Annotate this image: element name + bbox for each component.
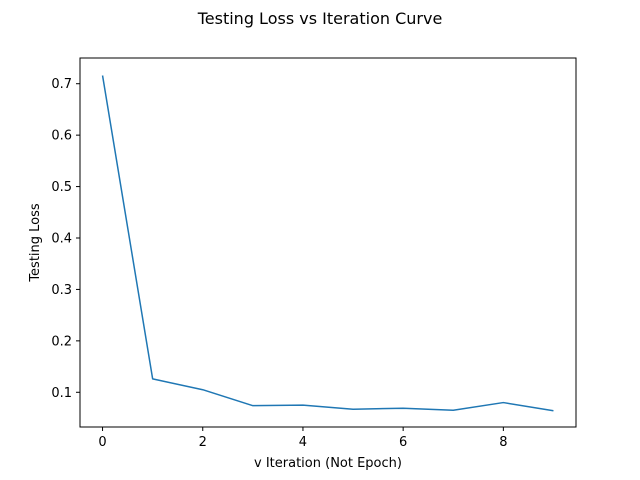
y-tick-label: 0.5 (51, 180, 72, 195)
y-tick-label: 0.7 (51, 77, 72, 92)
y-tick-label: 0.3 (51, 283, 72, 298)
x-tick-label: 6 (399, 435, 407, 450)
x-tick-label: 4 (299, 435, 307, 450)
x-axis: 0 2 4 6 8 (98, 427, 507, 450)
plot-frame (79, 57, 577, 428)
x-axis-label: v Iteration (Not Epoch) (254, 456, 402, 471)
series-line (101, 75, 554, 412)
y-tick-label: 0.1 (51, 386, 72, 401)
x-tick-label: 8 (499, 435, 507, 450)
y-tick-label: 0.4 (51, 232, 72, 247)
chart-title: Testing Loss vs Iteration Curve (197, 9, 443, 28)
y-axis-label: Testing Loss (28, 203, 43, 283)
series-layer (101, 75, 554, 412)
y-axis: 0.1 0.2 0.3 0.4 0.5 0.6 0.7 (51, 77, 80, 401)
x-tick-label: 0 (98, 435, 106, 450)
y-tick-label: 0.6 (51, 129, 72, 144)
x-tick-label: 2 (199, 435, 207, 450)
y-tick-label: 0.2 (51, 334, 72, 349)
